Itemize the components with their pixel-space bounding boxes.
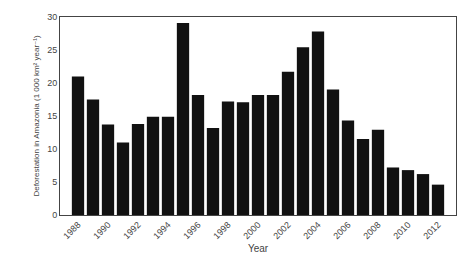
svg-text:2000: 2000 xyxy=(241,220,262,241)
svg-text:1994: 1994 xyxy=(151,220,172,241)
svg-text:Deforestation in Amazonia (1 0: Deforestation in Amazonia (1 000 km² yea… xyxy=(32,35,41,197)
svg-text:15: 15 xyxy=(47,111,57,121)
svg-text:2008: 2008 xyxy=(361,220,382,241)
svg-text:1990: 1990 xyxy=(91,220,112,241)
svg-text:2012: 2012 xyxy=(421,220,442,241)
svg-text:10: 10 xyxy=(47,144,57,154)
svg-text:5: 5 xyxy=(52,177,57,187)
svg-text:2006: 2006 xyxy=(331,220,352,241)
svg-text:2010: 2010 xyxy=(391,220,412,241)
svg-text:1998: 1998 xyxy=(211,220,232,241)
svg-text:2004: 2004 xyxy=(301,220,322,241)
svg-text:25: 25 xyxy=(47,45,57,55)
svg-text:Year: Year xyxy=(248,243,269,254)
svg-text:30: 30 xyxy=(47,12,57,22)
svg-text:1988: 1988 xyxy=(61,220,82,241)
svg-text:20: 20 xyxy=(47,78,57,88)
svg-text:1992: 1992 xyxy=(121,220,142,241)
svg-text:1996: 1996 xyxy=(181,220,202,241)
svg-text:2002: 2002 xyxy=(271,220,292,241)
svg-text:0: 0 xyxy=(52,210,57,220)
